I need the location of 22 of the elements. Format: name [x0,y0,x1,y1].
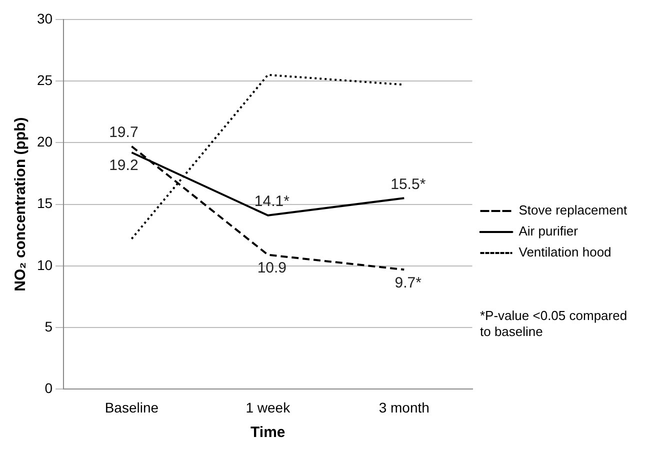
x-tick-label: 3 month [378,399,430,416]
y-tick-label: 5 [44,318,53,334]
legend-label: Air purifier [518,224,579,239]
y-tick-label: 0 [44,380,53,396]
y-tick-label: 30 [36,10,53,26]
data-label: 19.2 [109,157,138,174]
y-tick-label: 10 [36,256,53,273]
data-label: 19.7 [109,124,138,142]
text: *P-value <0.05 compared to baseline [480,308,628,340]
y-tick-label: 20 [36,134,53,150]
data-label: 14.1* [254,193,290,210]
data-label: 10.9 [257,259,287,276]
x-tick-label: 1 week [246,399,292,416]
legend-label: Ventilation hood [518,244,612,260]
data-label: 9.7* [394,274,422,292]
data-label: 15.5* [390,176,426,193]
y-tick-label: 15 [36,195,53,212]
y-tick-label: 25 [36,72,53,88]
legend-label: Stove replacement [518,202,628,218]
x-tick-label: Baseline [104,399,159,416]
y-axis-title: NO₂ concentration (ppb) [12,117,30,292]
x-axis-title: Time [250,424,286,442]
